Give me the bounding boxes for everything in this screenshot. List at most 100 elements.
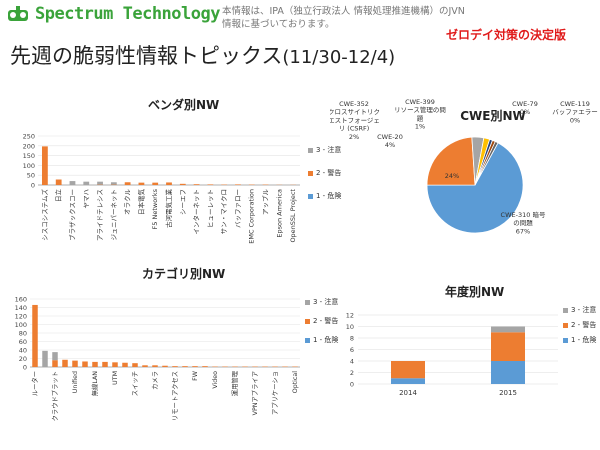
bar — [172, 366, 178, 367]
x-tick-label: ジュニパーネット — [110, 189, 118, 241]
bar — [112, 362, 118, 367]
y-tick-label: 160 — [15, 296, 27, 304]
y-tick-label: 200 — [23, 142, 35, 150]
bar — [491, 326, 525, 333]
bar — [166, 182, 172, 185]
bar — [124, 182, 131, 185]
legend-high: 1 - 危険 — [571, 336, 597, 344]
y-tick-label: 4 — [350, 358, 354, 366]
bar — [162, 365, 168, 367]
category-chart-title: カテゴリ別NW — [142, 267, 226, 281]
y-tick-label: 50 — [27, 172, 35, 180]
x-tick-label: 2015 — [499, 389, 517, 397]
bar — [142, 365, 148, 367]
bar — [391, 378, 425, 384]
pie-slice-label: 1% — [415, 123, 425, 131]
x-tick-label: 日本電気 — [136, 189, 145, 216]
x-tick-label: OpenSSL Project — [289, 189, 297, 243]
pie-slice-label: リ (CSRF) — [339, 125, 370, 133]
bar — [138, 182, 145, 185]
y-tick-label: 2 — [350, 369, 354, 377]
x-tick-label: カメラ — [151, 371, 159, 390]
y-tick-label: 0 — [31, 182, 35, 190]
pie-slice-label: リソース管理の問 — [394, 105, 446, 114]
x-tick-label: オラクル — [124, 189, 132, 215]
bar — [92, 361, 98, 367]
x-tick-label: EMC Corporation — [248, 189, 256, 244]
x-tick-label: シーエフ — [179, 189, 187, 215]
y-tick-label: 20 — [19, 355, 27, 363]
x-tick-label: 無線LAN — [90, 371, 99, 397]
bar — [235, 184, 241, 185]
x-tick-label: FW — [192, 370, 199, 381]
pie-slice-label: クロスサイトリク — [330, 108, 380, 116]
x-tick-label: ヒューレット — [206, 189, 214, 228]
category-legend: 3 - 注意 2 - 警告 1 - 危険 — [305, 298, 338, 359]
x-tick-label: 運用管理 — [230, 370, 239, 396]
page-title-main: 先週の脆弱性情報トピックス — [10, 44, 283, 68]
x-tick-label: バッファロー — [234, 189, 242, 228]
pie-slice-label: 2% — [349, 133, 359, 141]
tagline: ゼロデイ対策の決定版 — [446, 28, 567, 42]
x-tick-label: スイッチ — [131, 371, 139, 396]
pie-slice-label: CWE-310 暗号 — [501, 210, 546, 219]
year-legend: 3 - 注意 2 - 警告 1 - 危険 — [563, 306, 599, 359]
bar — [69, 181, 76, 185]
bar — [32, 304, 38, 367]
bar — [132, 363, 138, 367]
bar — [82, 361, 88, 367]
bar — [122, 362, 128, 367]
bar — [52, 352, 58, 361]
pie-slice-label: の問題 — [513, 219, 533, 227]
x-tick-label: アライドテレシス — [96, 189, 104, 241]
pie-slice — [474, 140, 499, 186]
year-chart-title: 年度別NW — [445, 285, 505, 299]
x-tick-label: クラウドプラット — [51, 371, 59, 421]
legend-warning: 2 - 警告 — [316, 169, 342, 177]
bar — [152, 365, 158, 367]
bar — [491, 361, 525, 384]
y-tick-label: 60 — [19, 338, 27, 346]
x-tick-label: ヤマハ — [82, 189, 90, 209]
y-tick-label: 40 — [19, 347, 27, 355]
bar — [83, 181, 90, 185]
y-tick-label: 80 — [19, 330, 27, 338]
x-tick-label: 日立 — [54, 189, 63, 203]
x-tick-label: 古河電気工業 — [164, 189, 173, 229]
page-title-dates: (11/30-12/4) — [282, 47, 396, 68]
bar — [152, 182, 159, 185]
bar — [62, 359, 68, 367]
pie-slice-label: CWE-20 — [377, 133, 403, 141]
legend-caution: 3 - 注意 — [313, 298, 339, 306]
x-tick-label: 2014 — [399, 389, 417, 397]
brand: Spectrum Technology — [6, 4, 220, 24]
y-tick-label: 120 — [15, 313, 27, 321]
pie-slice-label: CWE-119 — [560, 100, 590, 108]
x-tick-label: Unified — [72, 371, 79, 393]
legend-high: 1 - 危険 — [313, 336, 339, 344]
x-tick-label: アプリケーショ — [271, 371, 279, 415]
bar — [42, 350, 48, 367]
bar — [55, 179, 62, 185]
bar — [52, 360, 58, 367]
bar — [72, 360, 78, 367]
pie-slice-label: 0% — [570, 116, 580, 124]
vendor-chart-title: ベンダ別NW — [148, 98, 220, 112]
x-tick-label: アップル — [262, 189, 270, 216]
y-tick-label: 140 — [15, 304, 27, 312]
bar — [102, 361, 108, 367]
y-tick-label: 8 — [350, 335, 354, 343]
pie-slice-label: CWE-399 — [405, 98, 435, 106]
x-tick-label: ブラザックスコー — [67, 189, 76, 241]
x-tick-label: インターネット — [192, 189, 201, 235]
y-tick-label: 250 — [23, 133, 35, 141]
x-tick-label: Epson America — [275, 189, 283, 238]
y-tick-label: 12 — [346, 312, 354, 320]
bar — [193, 184, 200, 185]
pie-slice — [426, 142, 524, 234]
y-tick-label: 6 — [350, 346, 354, 354]
x-tick-label: サン・マイクロ — [220, 189, 228, 234]
